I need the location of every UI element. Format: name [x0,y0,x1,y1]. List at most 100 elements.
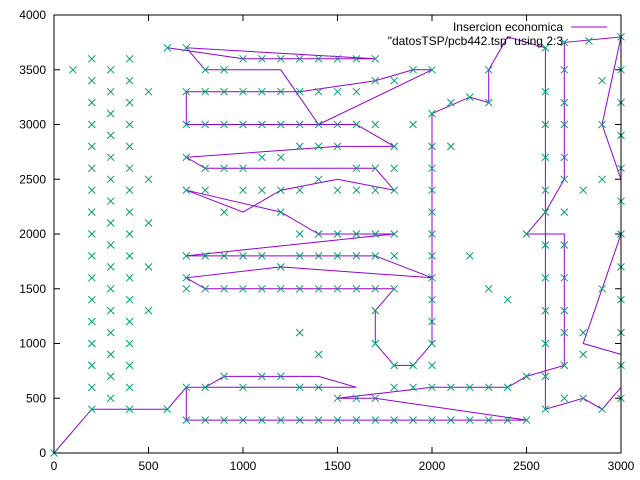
city-point [447,416,455,424]
city-point [125,405,134,414]
city-point [560,120,569,129]
y-tick-label: 0 [39,446,46,460]
city-point [371,120,380,129]
city-point [295,230,304,238]
y-tick-label: 2500 [19,172,46,186]
city-point [541,120,550,129]
city-point [390,186,399,195]
city-point [522,372,531,381]
city-point [465,383,474,392]
city-point [220,120,228,129]
city-point [106,241,115,249]
city-point [428,142,436,151]
city-point [87,208,96,216]
city-point [258,372,266,381]
city-point [371,230,380,238]
city-point [239,186,247,195]
city-point [258,416,266,424]
x-tick-label: 1500 [324,459,351,473]
city-point [144,219,153,227]
city-point [295,142,304,151]
city-point [239,164,247,173]
city-point [106,394,115,403]
city-point [484,65,493,74]
city-point [560,328,569,337]
city-point [220,416,228,424]
city-point [106,153,115,162]
city-point [352,120,361,129]
city-point [503,416,512,424]
city-point [598,120,606,129]
city-point [579,350,588,359]
city-point [125,186,134,195]
city-point [295,383,304,392]
city-point [201,65,210,74]
city-point [87,186,96,195]
city-point [106,219,115,227]
x-tick-label: 500 [138,459,158,473]
city-point [352,284,361,293]
city-point [87,405,96,414]
y-tick-label: 500 [26,391,46,405]
city-point [201,87,210,96]
city-point [390,142,399,151]
city-point [333,394,342,403]
city-point [314,87,323,96]
city-point [428,109,436,118]
legend: Insercion economica "datosTSP/pcb442.tsp… [388,20,607,48]
city-point [276,153,285,162]
city-point [258,153,266,162]
city-point [598,76,606,85]
city-point [371,54,380,63]
city-point [314,175,323,184]
city-point [314,284,323,293]
x-tick-label: 3000 [608,459,635,473]
city-point [276,186,285,195]
city-point [314,230,323,238]
city-point [220,284,228,293]
city-point [522,230,531,238]
city-point [220,252,228,260]
city-point [239,87,247,96]
city-point [125,361,134,370]
city-point [144,306,153,315]
city-point [106,131,115,140]
city-point [409,383,417,392]
city-point [314,383,323,392]
city-point [276,208,285,216]
city-point [503,295,512,304]
city-point [560,175,569,184]
city-point [428,416,436,424]
city-point [201,416,210,424]
city-point [333,87,342,96]
city-point [484,416,493,424]
city-point [314,120,323,129]
city-point [314,416,323,424]
city-point [409,361,417,370]
city-point [182,273,191,282]
city-point [390,76,399,85]
city-point [371,164,380,173]
city-point [409,65,417,74]
city-point [352,230,361,238]
city-point [220,164,228,173]
city-point [428,273,436,282]
city-point [295,252,304,260]
city-point [239,284,247,293]
city-point [87,98,96,107]
city-point [295,416,304,424]
city-point [333,230,342,238]
city-point [87,142,96,151]
city-point [125,120,134,129]
city-point [560,394,569,403]
city-point [144,263,153,271]
city-point [87,54,96,63]
city-point [560,306,569,315]
city-point [428,361,436,370]
city-point [87,361,96,370]
city-point [125,295,134,304]
city-point [125,208,134,216]
city-point [106,87,115,96]
city-point [258,186,266,195]
city-point [371,394,380,403]
